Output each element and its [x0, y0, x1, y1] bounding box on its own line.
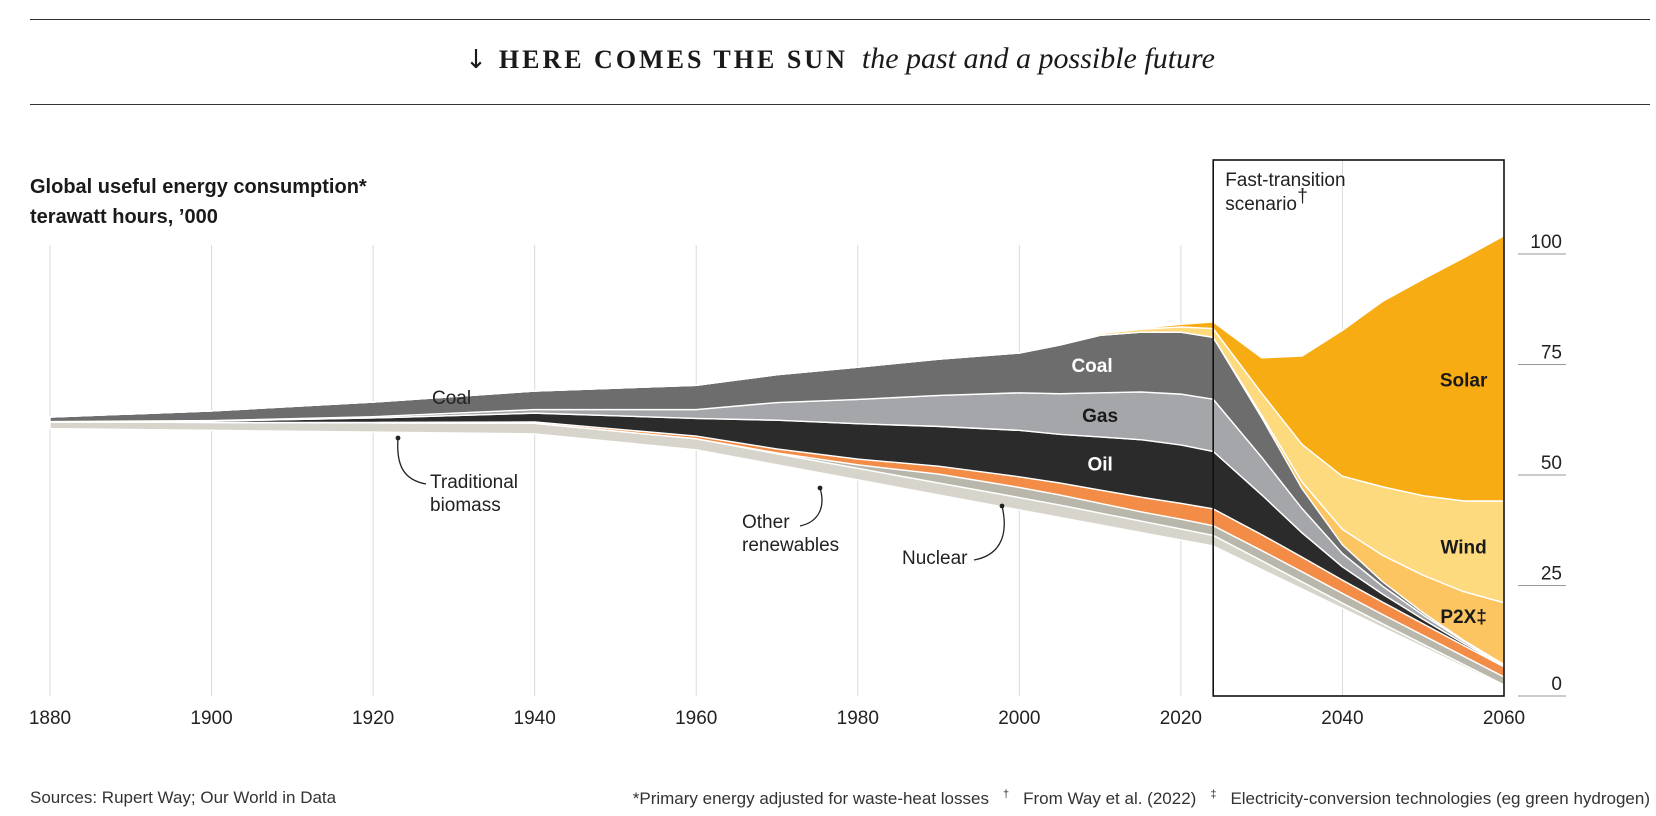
x-axis: 1880 1900 1920 1940 1960 1980 2000 2020 2040 2060: [29, 708, 1525, 729]
scenario-box: Fast-transition scenario †: [1212, 159, 1505, 697]
double-dagger-mark: ‡: [1210, 788, 1217, 800]
x-tick-label-1940: 1940: [514, 708, 556, 729]
chart-subtitle-line: terawatt hours, ’000: [30, 206, 218, 228]
scenario-frame: [1212, 159, 1505, 697]
dagger-mark: †: [1002, 788, 1010, 800]
x-tick-label-2060: 2060: [1483, 708, 1525, 729]
leader-dot-renewables: [817, 485, 823, 491]
banner-deck: the past and a possible future: [861, 42, 1215, 75]
series-label-p2x: P2X‡: [1440, 607, 1486, 628]
leader-dot-nuclear: [999, 503, 1005, 509]
series-label-coal: Coal: [1071, 356, 1112, 377]
scenario-label-mark: †: [1297, 186, 1308, 207]
footnote-p2x: ‡ Electricity-conversion technologies (eg…: [1210, 788, 1650, 808]
down-arrow-icon: ↓: [465, 45, 487, 75]
series-label-gas: Gas: [1082, 406, 1118, 427]
series-labels: Coal Gas Oil Solar Wind P2X‡: [1071, 356, 1488, 628]
scenario-label-line2: scenario: [1225, 194, 1297, 215]
leader-nuclear: [973, 505, 1005, 561]
annotation-nuclear: Nuclear: [902, 548, 968, 569]
x-tick-label-1900: 1900: [190, 708, 232, 729]
footnotes: *Primary energy adjusted for waste-heat …: [619, 788, 1650, 809]
annotation-coal: Coal: [432, 388, 471, 409]
annotation-renewables-line1: Other: [742, 512, 790, 533]
y-tick-label-50: 50: [1541, 453, 1562, 474]
footnote-way-text: From Way et al. (2022): [1023, 788, 1197, 808]
series-label-wind: Wind: [1440, 537, 1486, 558]
x-tick-label-1880: 1880: [29, 708, 71, 729]
footnote-way: † From Way et al. (2022): [1002, 788, 1197, 808]
x-tick-label-1920: 1920: [352, 708, 394, 729]
y-tick-label-75: 75: [1541, 343, 1562, 364]
series-label-oil: Oil: [1087, 455, 1112, 476]
header-rule: [30, 104, 1650, 105]
banner-headline: ↓ HERE COMES THE SUN the past and a possib…: [30, 42, 1650, 76]
x-tick-label-1980: 1980: [837, 708, 879, 729]
annotation-renewables-line2: renewables: [742, 535, 839, 556]
y-tick-label-0: 0: [1551, 674, 1562, 695]
y-axis: 0 25 50 75 100: [1518, 232, 1566, 697]
leader-dot-biomass: [395, 435, 401, 441]
stream-layers: [49, 235, 1505, 687]
annotation-biomass-line1: Traditional: [430, 472, 518, 493]
x-tick-label-1960: 1960: [675, 708, 717, 729]
top-rule: [30, 19, 1650, 20]
chart-title-line: Global useful energy consumption*: [30, 176, 367, 198]
x-tick-label-2020: 2020: [1160, 708, 1202, 729]
footnote-p2x-text: Electricity-conversion technologies (eg …: [1230, 788, 1650, 808]
scenario-label-line1: Fast-transition: [1225, 170, 1345, 191]
series-label-solar: Solar: [1440, 370, 1488, 391]
sources-note: Sources: Rupert Way; Our World in Data: [30, 788, 337, 807]
y-tick-label-100: 100: [1530, 232, 1562, 253]
annotation-biomass-line2: biomass: [430, 495, 501, 516]
leader-biomass: [397, 437, 427, 485]
leader-renewables: [799, 487, 823, 527]
footnote-primary: *Primary energy adjusted for waste-heat …: [632, 788, 989, 808]
y-tick-label-25: 25: [1541, 564, 1562, 585]
x-tick-label-2040: 2040: [1321, 708, 1363, 729]
banner-kicker: HERE COMES THE SUN: [498, 45, 848, 74]
x-tick-label-2000: 2000: [998, 708, 1040, 729]
chart-title: Global useful energy consumption* terawa…: [30, 172, 367, 232]
